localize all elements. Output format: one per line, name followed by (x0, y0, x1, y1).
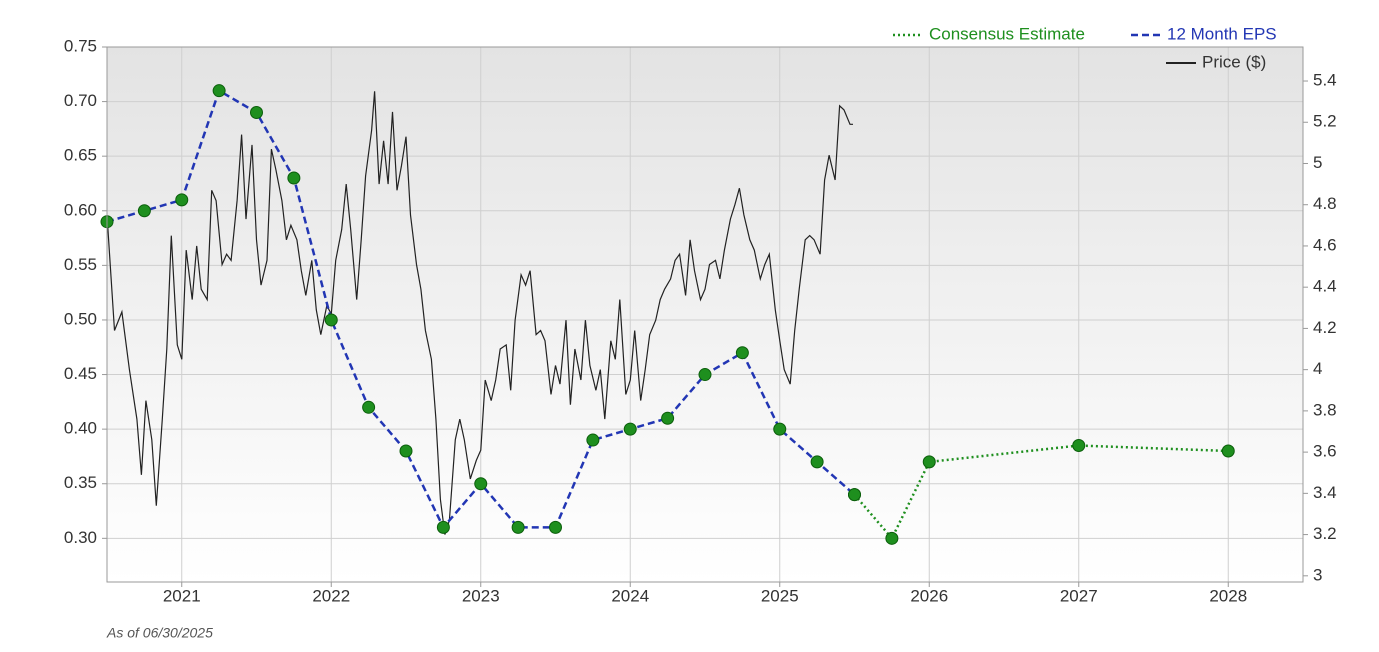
data-point (623, 422, 637, 436)
y2-tick-label: 3.6 (1313, 442, 1337, 461)
y2-tick-label: 4.8 (1313, 194, 1337, 213)
y-tick-label: 0.65 (64, 146, 97, 165)
y2-tick-label: 4 (1313, 359, 1322, 378)
y2-tick-label: 3.4 (1313, 483, 1337, 502)
legend-label: 12 Month EPS (1167, 24, 1277, 43)
data-point (175, 193, 189, 207)
y2-tick-label: 5 (1313, 153, 1322, 172)
y2-tick-label: 3 (1313, 565, 1322, 584)
data-point (1072, 439, 1086, 453)
legend: Consensus Estimate 12 Month EPS Price ($) (893, 24, 1277, 71)
data-point (586, 433, 600, 447)
legend-label: Price ($) (1202, 52, 1266, 71)
y2-tick-label: 4.4 (1313, 277, 1337, 296)
y-tick-label: 0.60 (64, 200, 97, 219)
series-line (106, 91, 853, 535)
series-markers (100, 84, 1235, 545)
y-tick-label: 0.45 (64, 364, 97, 383)
x-tick-label: 2021 (163, 586, 201, 605)
data-point (1221, 444, 1235, 458)
data-point (885, 531, 899, 545)
data-point (212, 84, 226, 98)
footnote: As of 06/30/2025 (106, 625, 213, 641)
y-tick-label: 0.55 (64, 255, 97, 274)
x-tick-label: 2025 (761, 586, 799, 605)
plot-background (107, 47, 1303, 582)
x-tick-label: 2027 (1060, 586, 1098, 605)
data-point (698, 368, 712, 382)
y-tick-label: 0.50 (64, 309, 97, 328)
data-point (474, 477, 488, 491)
grid (107, 46, 1303, 582)
x-tick-label: 2026 (910, 586, 948, 605)
legend-label: Consensus Estimate (929, 24, 1085, 43)
y-tick-label: 0.70 (64, 91, 97, 110)
x-tick-label: 2023 (462, 586, 500, 605)
data-point (137, 204, 151, 218)
data-point (250, 106, 263, 120)
data-point (661, 411, 675, 425)
y2-tick-label: 3.2 (1313, 524, 1337, 543)
y-tick-label: 0.75 (64, 36, 97, 55)
y2-tick-label: 3.8 (1313, 400, 1337, 419)
data-point (287, 171, 301, 185)
data-point (362, 400, 376, 414)
x-tick-label: 2024 (611, 586, 649, 605)
y-tick-label: 0.40 (64, 419, 97, 438)
axis-labels: 0.30 0.35 0.40 0.45 0.50 0.55 0.60 0.65 0.70 0.75… (64, 36, 1337, 605)
x-tick-label: 2028 (1209, 586, 1247, 605)
data-point (436, 520, 450, 534)
y2-tick-label: 5.2 (1313, 112, 1337, 131)
data-point (399, 444, 413, 458)
y2-tick-label: 4.6 (1313, 235, 1337, 254)
data-point (848, 488, 861, 502)
y2-tick-label: 4.2 (1313, 318, 1337, 337)
y-tick-label: 0.35 (64, 473, 97, 492)
data-point (511, 520, 525, 534)
x-tick-label: 2022 (312, 586, 350, 605)
y2-tick-label: 5.4 (1313, 71, 1337, 90)
data-point (735, 346, 749, 360)
y-tick-label: 0.30 (64, 528, 97, 547)
plot-frame (106, 46, 1304, 583)
data-point (549, 520, 562, 534)
data-point (810, 455, 824, 469)
data-point (773, 422, 787, 436)
data-point (922, 455, 936, 469)
data-point (324, 313, 338, 327)
